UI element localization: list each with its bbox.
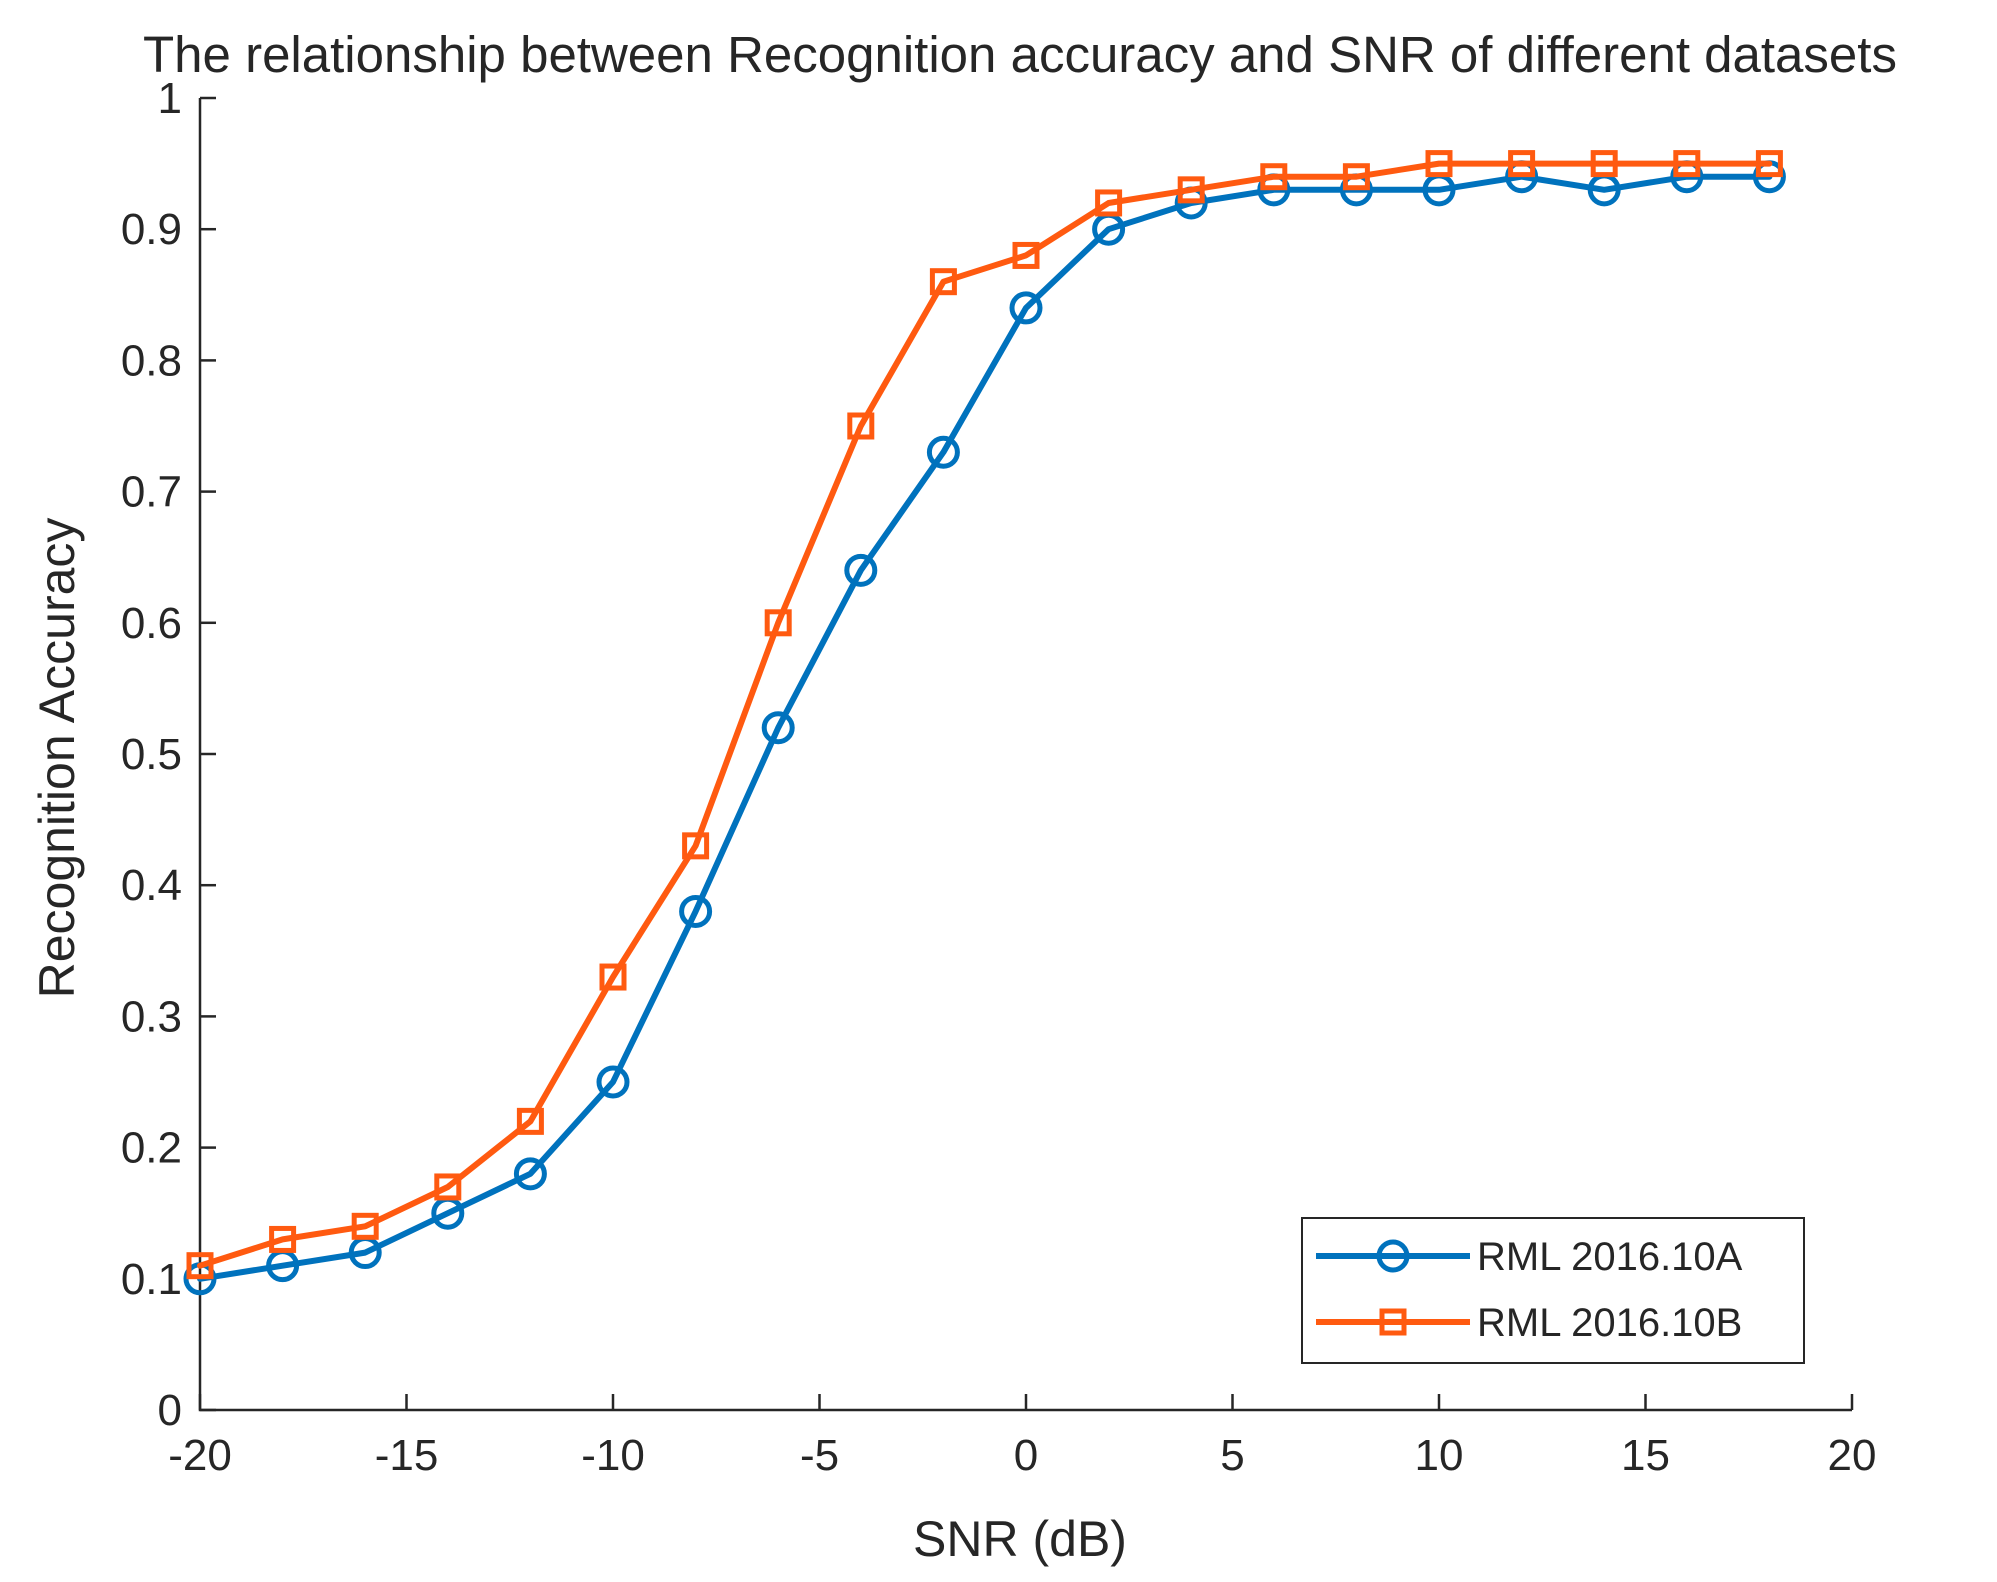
x-axis-ticks: -20 -15 -10 -5 0 5 10 15 20	[168, 1394, 1876, 1480]
data-point-rml-2016-10b	[516, 1107, 544, 1135]
series-rml-2016-10b	[186, 150, 1783, 1280]
data-point-rml-2016-10b	[929, 268, 957, 296]
data-point-rml-2016-10b	[186, 1252, 214, 1280]
x-tick-label: -5	[800, 1431, 839, 1480]
data-point-rml-2016-10b	[847, 412, 875, 440]
y-axis-ticks: 0 0.1 0.2 0.3 0.4 0.5 0.6 0.7 0.8 0.9 1	[121, 74, 216, 1435]
data-point-rml-2016-10b	[1425, 150, 1453, 178]
series-layer	[183, 150, 1786, 1296]
x-tick-label: -15	[375, 1431, 439, 1480]
y-tick-label: 0.4	[121, 861, 182, 910]
data-point-rml-2016-10a	[844, 553, 878, 587]
data-point-rml-2016-10b	[434, 1173, 462, 1201]
y-tick-label: 0	[158, 1386, 182, 1435]
data-point-rml-2016-10b	[1673, 150, 1701, 178]
x-tick-label: -10	[581, 1431, 645, 1480]
legend-marker-rml-2016-10b	[1379, 1308, 1407, 1336]
data-point-rml-2016-10a	[513, 1157, 547, 1191]
data-point-rml-2016-10b	[1012, 241, 1040, 269]
data-point-rml-2016-10a	[926, 435, 960, 469]
x-tick-label: 10	[1415, 1431, 1464, 1480]
x-tick-label: 5	[1220, 1431, 1244, 1480]
y-tick-label: 0.1	[121, 1255, 182, 1304]
data-point-rml-2016-10b	[1177, 176, 1205, 204]
data-point-rml-2016-10b	[1508, 150, 1536, 178]
axes-frame	[198, 98, 1852, 1412]
x-tick-label: 0	[1014, 1431, 1038, 1480]
data-point-rml-2016-10a	[1009, 291, 1043, 325]
data-point-rml-2016-10b	[682, 832, 710, 860]
data-point-rml-2016-10a	[679, 894, 713, 928]
data-point-rml-2016-10b	[1095, 189, 1123, 217]
x-tick-label: 20	[1828, 1431, 1877, 1480]
y-tick-label: 0.9	[121, 205, 182, 254]
legend-label-rml-2016-10a: RML 2016.10A	[1477, 1235, 1743, 1279]
y-tick-label: 0.7	[121, 468, 182, 517]
y-tick-label: 0.8	[121, 336, 182, 385]
y-tick-label: 0.5	[121, 730, 182, 779]
data-point-rml-2016-10b	[1342, 163, 1370, 191]
data-point-rml-2016-10b	[599, 963, 627, 991]
data-point-rml-2016-10b	[351, 1212, 379, 1240]
data-point-rml-2016-10b	[764, 609, 792, 637]
chart-title: The relationship between Recognition acc…	[143, 26, 1897, 83]
y-tick-label: 1	[158, 74, 182, 123]
y-axis-title: Recognition Accuracy	[29, 518, 85, 999]
x-axis-title: SNR (dB)	[913, 1511, 1127, 1567]
data-point-rml-2016-10b	[269, 1225, 297, 1253]
legend: RML 2016.10A RML 2016.10B	[1301, 1217, 1805, 1364]
series-line-rml-2016-10b	[197, 160, 1773, 1269]
data-point-rml-2016-10a	[596, 1065, 630, 1099]
data-point-rml-2016-10b	[1755, 150, 1783, 178]
x-tick-label: 15	[1621, 1431, 1670, 1480]
y-tick-label: 0.6	[121, 599, 182, 648]
legend-label-rml-2016-10b: RML 2016.10B	[1477, 1301, 1742, 1345]
data-point-rml-2016-10b	[1590, 150, 1618, 178]
legend-marker-rml-2016-10a	[1376, 1239, 1410, 1273]
data-point-rml-2016-10b	[1260, 163, 1288, 191]
y-tick-label: 0.2	[121, 1124, 182, 1173]
y-tick-label: 0.3	[121, 992, 182, 1041]
x-tick-label: -20	[168, 1431, 232, 1480]
data-point-rml-2016-10a	[761, 711, 795, 745]
